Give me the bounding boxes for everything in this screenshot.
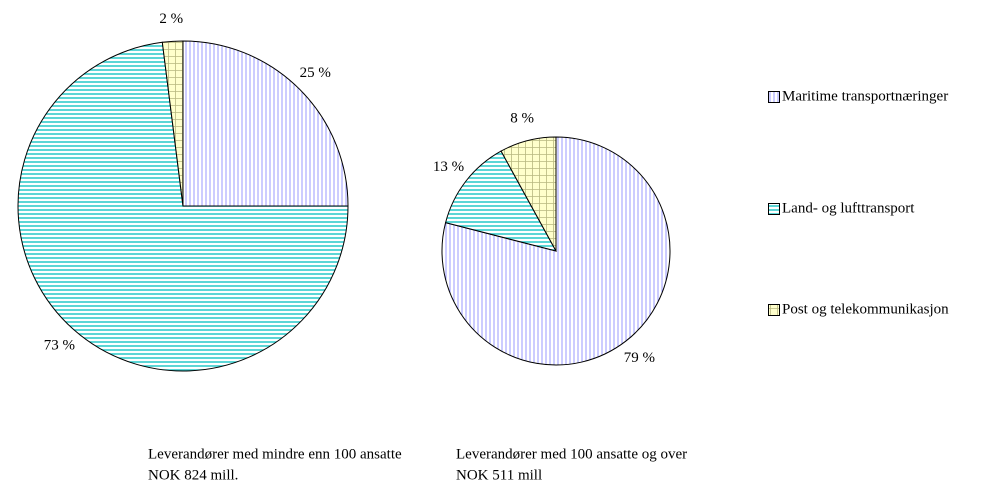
legend-label: Post og telekommunikasjon: [782, 301, 949, 317]
pie-slice: [444, 150, 557, 252]
legend-label: Land- og lufttransport: [782, 200, 915, 216]
pie-caption: Leverandører med 100 ansatte og over: [456, 446, 687, 462]
legend-swatch: [768, 304, 780, 316]
legend-swatch: [768, 91, 780, 103]
slice-label: 8 %: [510, 111, 534, 127]
pie-caption: NOK 511 mill: [456, 467, 542, 483]
slice-label: 2 %: [159, 11, 183, 27]
slice-label: 73 %: [44, 338, 75, 354]
legend-swatch: [768, 203, 780, 215]
pie-slice: [161, 40, 184, 207]
pie-slice: [17, 41, 349, 372]
slice-label: 13 %: [433, 159, 464, 175]
pie-slice: [441, 136, 671, 366]
pie-slice: [500, 136, 557, 252]
pie-slice: [182, 40, 349, 207]
legend-label: Maritime transportnæringer: [782, 88, 948, 104]
pie-caption: NOK 824 mill.: [148, 467, 238, 483]
slice-label: 79 %: [624, 350, 655, 366]
pie-caption: Leverandører med mindre enn 100 ansatte: [148, 446, 402, 462]
slice-label: 25 %: [300, 65, 331, 81]
